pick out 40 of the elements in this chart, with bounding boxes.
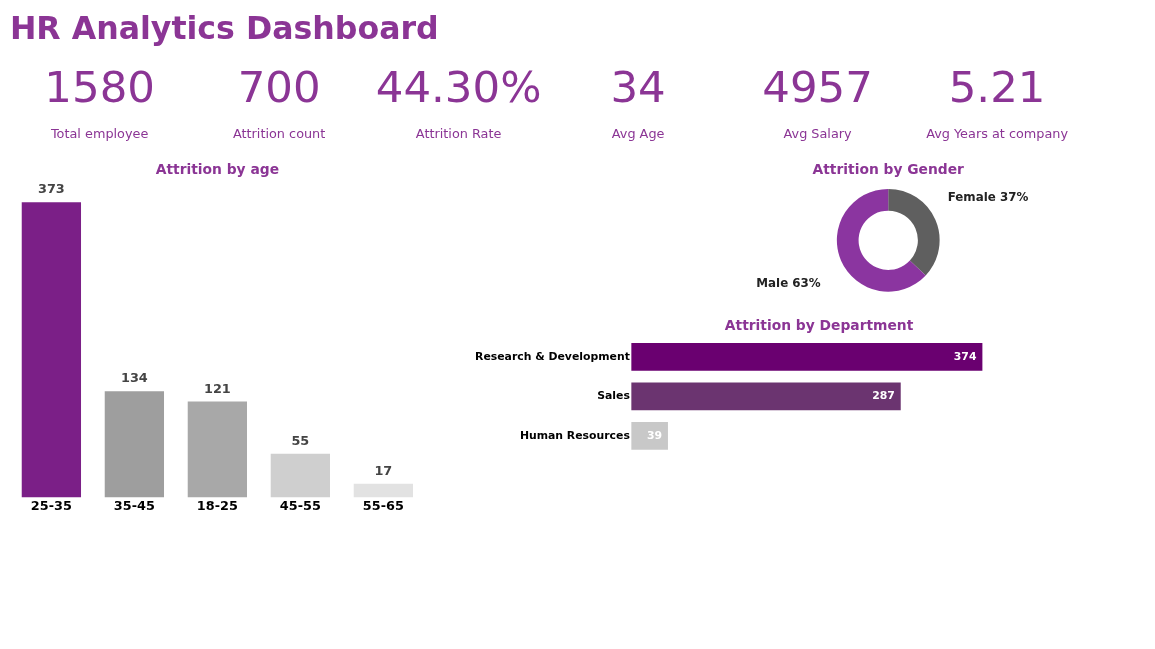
chart-title: Attrition by Gender xyxy=(812,161,965,178)
bar xyxy=(353,483,413,498)
bar xyxy=(187,401,248,498)
data-label: 373 xyxy=(37,181,65,197)
x-tick-label: 45-55 xyxy=(279,497,321,513)
text: Attrition Rate xyxy=(415,125,502,141)
y-tick-label: Human Resources xyxy=(519,428,630,442)
slice-label: Female 37% xyxy=(947,190,1029,205)
chart-title: Attrition by age xyxy=(155,161,280,178)
data-label: 55 xyxy=(291,432,310,448)
x-tick-label: 18-25 xyxy=(196,497,238,513)
chart-title: Attrition by Department xyxy=(724,317,914,334)
x-tick-label: 35-45 xyxy=(113,497,155,513)
data-label: 134 xyxy=(120,370,148,386)
text: Avg Salary xyxy=(783,125,853,141)
text: 1580 xyxy=(44,61,155,112)
text: 5.21 xyxy=(948,61,1046,112)
text: HR Analytics Dashboard xyxy=(9,9,439,46)
data-label: 287 xyxy=(872,389,895,403)
text: Avg Years at company xyxy=(926,125,1069,141)
bar xyxy=(104,391,165,498)
slice-label: Male 63% xyxy=(756,276,821,291)
bar xyxy=(21,202,82,498)
x-tick-label: 55-65 xyxy=(362,497,404,513)
y-tick-label: Sales xyxy=(597,389,630,403)
donut-slice xyxy=(836,188,926,292)
x-tick-label: 25-35 xyxy=(30,497,72,513)
data-label: 17 xyxy=(374,462,393,478)
data-label: 374 xyxy=(953,349,977,363)
text: 44.30% xyxy=(375,61,542,112)
text: 34 xyxy=(610,61,666,112)
donut-slice xyxy=(888,188,940,276)
text: 700 xyxy=(237,61,321,112)
y-tick-label: Research & Development xyxy=(475,349,630,363)
text: Attrition count xyxy=(232,125,326,141)
text: 4957 xyxy=(762,61,873,112)
text: Avg Age xyxy=(611,125,665,141)
bar xyxy=(270,453,330,498)
data-label: 121 xyxy=(203,380,231,396)
text: Total employee xyxy=(49,125,149,141)
